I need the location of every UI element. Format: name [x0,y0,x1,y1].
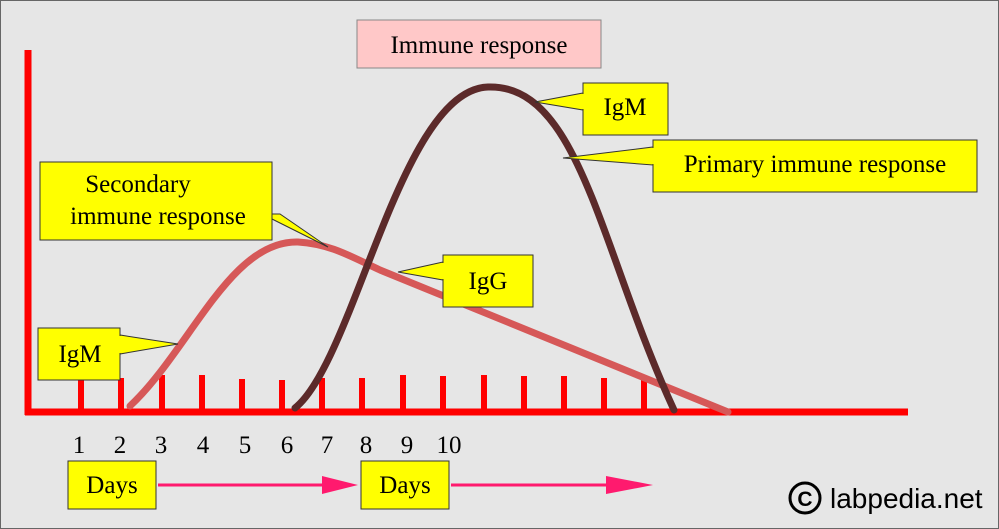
primary-response-curve [291,83,678,414]
day-number: 4 [197,432,210,459]
callout-igg: IgG [397,254,534,308]
callout-background [37,327,121,381]
callout-background [652,139,978,193]
callout-secondary-line2: immune response [70,203,246,230]
day-number: 6 [281,432,294,459]
callout-igm-left: IgM [37,327,179,381]
arrow-head [322,476,358,494]
day-numbers: 1 2 3 4 5 6 7 8 9 10 [73,432,462,459]
title-text: Immune response [390,32,567,59]
tick-mark [440,376,446,412]
tick-mark [279,380,285,412]
day-number: 5 [239,432,252,459]
tick-mark [159,375,165,412]
arrow-head [606,476,653,494]
callout-igm-left-text: IgM [58,341,101,368]
tick-mark [561,376,567,412]
day-number: 10 [437,432,462,459]
copyright-icon [788,481,822,515]
secondary-response-curve [126,238,732,416]
days-label-1-background [67,460,157,510]
title-box: Immune response [356,19,602,69]
day-number: 2 [114,432,127,459]
watermark: C labpedia.net [788,481,983,515]
copyright-symbol: C [797,488,812,511]
callout-igg-text: IgG [469,268,508,295]
title-background [356,19,602,69]
callout-igm-top-text: IgM [603,94,646,121]
callout-secondary: Secondary immune response [39,161,329,248]
tick-mark [199,375,205,412]
days-label-1: Days [67,460,157,510]
callout-background [39,161,273,241]
callout-primary: Primary immune response [562,139,978,193]
tick-mark [239,379,245,412]
days-arrow-1 [158,476,358,494]
callout-igm-top: IgM [534,82,669,136]
tick-mark [359,378,365,412]
day-number: 3 [155,432,168,459]
days-label-2: Days [360,460,450,510]
day-number: 1 [73,432,86,459]
callout-secondary-line1: Secondary [85,171,191,198]
tick-mark [641,376,647,412]
days-label-2-text: Days [379,472,430,499]
tick-mark [400,375,406,412]
tick-mark [521,376,527,412]
day-number: 9 [401,432,414,459]
days-label-2-background [360,460,450,510]
tick-mark [601,378,607,412]
days-arrow-2 [451,476,653,494]
tick-mark [481,375,487,412]
day-number: 8 [360,432,373,459]
callout-primary-text: Primary immune response [684,151,946,178]
tick-mark [118,378,124,412]
tick-mark [319,378,325,412]
tick-marks [78,375,647,412]
day-number: 7 [321,432,334,459]
watermark-text: labpedia.net [830,483,983,514]
tick-mark [78,378,84,412]
callout-background [442,254,534,308]
days-label-1-text: Days [86,472,137,499]
